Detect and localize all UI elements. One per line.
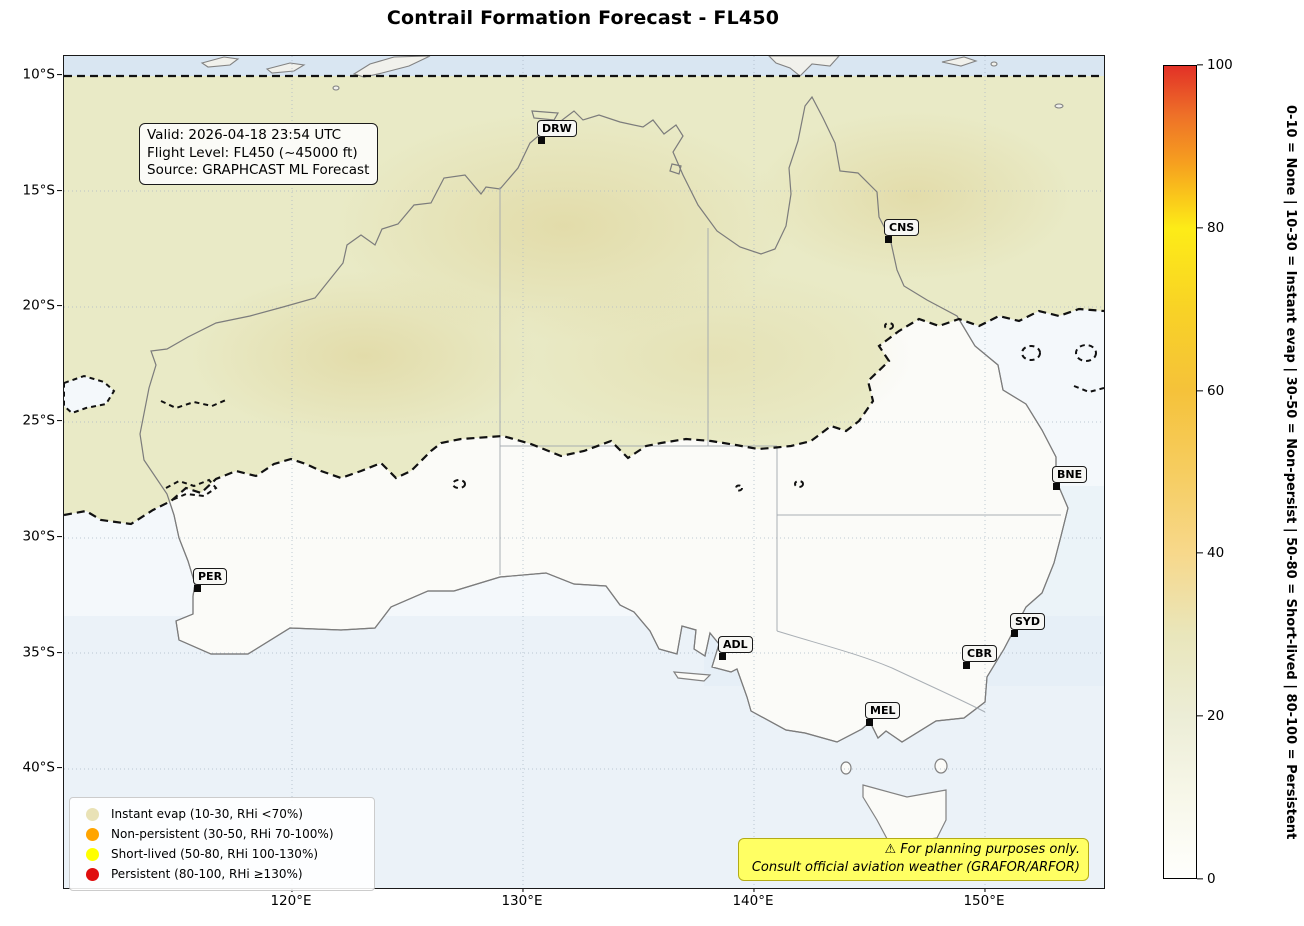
city-location-dot [1011,630,1018,637]
city-code-label: MEL [865,702,901,719]
colorbar-tick-label: 0 [1197,871,1216,887]
legend-color-swatch [86,807,99,821]
lat-tick-label: 20°S [0,298,56,314]
lon-tick-label: 150°E [963,887,1005,909]
city-code-label: BNE [1052,466,1088,483]
city-location-dot [885,236,892,243]
warning-line-1: ⚠ For planning purposes only. [884,842,1081,857]
colorbar-tick-label: 100 [1197,57,1233,73]
contour-boundary-line [64,307,1104,526]
new-guinea-coast [768,56,840,77]
legend-color-swatch [86,847,99,861]
colorbar-tick-label: 80 [1197,220,1224,236]
lat-tick-label: 35°S [0,645,56,661]
australia-map [64,56,1104,888]
legend-item-label: Instant evap (10-30, RHi <70%) [111,807,303,821]
legend-item: Instant evap (10-30, RHi <70%) [80,804,366,824]
city-code-label: CBR [962,645,997,662]
contour-pocket [64,374,116,415]
warning-line-2: Consult official aviation weather (GRAFO… [751,860,1080,875]
legend-item: Short-lived (50-80, RHi 100-130%) [80,844,366,864]
legend-item: Persistent (80-100, RHi ≥130%) [80,864,366,884]
info-box: Valid: 2026-04-18 23:54 UTC Flight Level… [139,123,379,185]
city-code-label: PER [193,568,228,585]
city-code-label: CNS [884,219,920,236]
map-legend: Instant evap (10-30, RHi <70%) Non-persi… [69,797,375,891]
colorbar-tick-label: 60 [1197,383,1224,399]
city-location-dot [866,719,873,726]
city-location-dot [1053,483,1060,490]
lon-tick-label: 140°E [732,887,774,909]
lat-tick-label: 10°S [0,67,56,83]
info-valid-time: Valid: 2026-04-18 23:54 UTC [147,127,342,143]
colorbar-tick-label: 20 [1197,708,1224,724]
city-location-dot [194,585,201,592]
legend-color-swatch [86,827,99,841]
lat-tick-label: 25°S [0,413,56,429]
lat-tick-label: 40°S [0,760,56,776]
lat-tick-label: 15°S [0,183,56,199]
city-location-dot [963,662,970,669]
city-location-dot [538,137,545,144]
legend-item-label: Short-lived (50-80, RHi 100-130%) [111,847,319,861]
lon-tick-label: 120°E [270,887,312,909]
graticule [64,56,1104,888]
city-location-dot [719,653,726,660]
city-code-label: ADL [718,636,753,653]
north-ocean-strip [64,56,1104,76]
city-code-label: DRW [537,120,577,137]
legend-item-label: Non-persistent (30-50, RHi 70-100%) [111,827,334,841]
city-code-label: SYD [1010,613,1046,630]
warning-box: ⚠ For planning purposes only. Consult of… [738,838,1089,881]
legend-item: Non-persistent (30-50, RHi 70-100%) [80,824,366,844]
lat-tick-label: 30°S [0,529,56,545]
chart-title: Contrail Formation Forecast - FL450 [386,7,780,29]
info-source: Source: GRAPHCAST ML Forecast [147,162,370,178]
colorbar [1163,65,1197,879]
legend-item-label: Persistent (80-100, RHi ≥130%) [111,867,303,881]
colorbar-tick-label: 40 [1197,545,1224,561]
legend-color-swatch [86,867,99,881]
state-borders [499,187,1061,713]
info-flight-level: Flight Level: FL450 (~45000 ft) [147,144,358,161]
lon-tick-label: 130°E [501,887,543,909]
colorbar-axis-label: 0-10 = None | 10-30 = Instant evap | 30-… [1283,104,1298,840]
map-plot-area: Valid: 2026-04-18 23:54 UTC Flight Level… [63,55,1105,891]
